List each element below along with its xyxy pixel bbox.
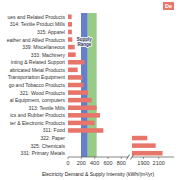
x-axis-line: [132, 157, 174, 158]
bar: [68, 45, 75, 50]
band-label-line: Range: [77, 42, 91, 47]
plot-area: [132, 136, 163, 156]
x-tick-label: 800: [117, 160, 126, 166]
bar: [68, 105, 97, 110]
axis-break: [127, 155, 130, 160]
x-tick-label: 0: [66, 160, 69, 166]
x-tick-label: 600: [103, 160, 112, 166]
x-tick: [81, 157, 82, 159]
category-label: 325: Chemicals: [31, 143, 66, 149]
category-label: 322: Paper: [41, 135, 66, 141]
category-label: go and Tobacco Products: [9, 82, 66, 88]
bar: [68, 22, 72, 27]
category-label: 315: Apparel: [37, 29, 65, 35]
x-tick: [108, 157, 109, 159]
x-axis-label: Electricity Demand & Supply Intensity (k…: [42, 171, 155, 177]
supply-band: [88, 13, 97, 157]
category-label: 331: Primary Metals: [21, 150, 66, 156]
category-label: 339: Miscellaneous: [22, 44, 65, 50]
bar: [68, 68, 78, 73]
category-label: Transportation Equipment: [8, 74, 66, 80]
legend-label: De: [165, 3, 172, 9]
bar: [68, 113, 100, 118]
chart: 0 200 400 600 800 ues and Related Products314…: [0, 0, 180, 180]
bar: [68, 121, 95, 126]
category-label: 333: Machinery: [31, 52, 66, 58]
category-label: al Equipment, computers: [10, 97, 66, 103]
bar: [68, 98, 92, 103]
x-axis-line: [68, 157, 128, 158]
plot-area: [68, 13, 103, 157]
bar: [68, 75, 82, 80]
x-tick: [68, 157, 69, 159]
legend-item: De: [163, 2, 174, 10]
bar: [132, 136, 147, 141]
category-label: inting & Related Support: [11, 59, 66, 65]
category-label: 314: Textile Product Mills: [10, 21, 66, 27]
bar: [132, 151, 163, 156]
band-label: SupplyRange: [77, 37, 92, 47]
category-label: 311: Food: [43, 127, 65, 133]
category-label: ter & Electronic Products: [10, 120, 66, 126]
bar: [68, 128, 103, 133]
category-label: 321: Wood Products: [20, 90, 66, 96]
x-tick: [94, 157, 95, 159]
bar: [68, 52, 76, 57]
x-tick-label: 400: [90, 160, 99, 166]
x-tick: [121, 157, 122, 159]
category-label: abricated Metal Products: [10, 67, 66, 73]
x-tick-label: 200: [77, 160, 86, 166]
bar: [68, 15, 72, 20]
category-label: eather and Allied Products: [7, 37, 66, 43]
bar: [132, 143, 156, 148]
x-tick: [143, 157, 144, 159]
legend-box: [163, 2, 174, 10]
bar: [68, 83, 84, 88]
x-tick: [158, 157, 159, 159]
bar: [68, 60, 85, 65]
axis-break: [131, 155, 134, 160]
bar: [68, 30, 72, 35]
x-tick-label: 2100: [153, 160, 165, 166]
x-tick-label: 1900: [137, 160, 149, 166]
category-label: ues and Related Products: [7, 14, 65, 20]
category-label: 313: Textile Mills: [28, 105, 65, 111]
category-label: ics and Rubber Products: [10, 112, 65, 118]
bar: [68, 90, 88, 95]
bar: [68, 37, 72, 42]
